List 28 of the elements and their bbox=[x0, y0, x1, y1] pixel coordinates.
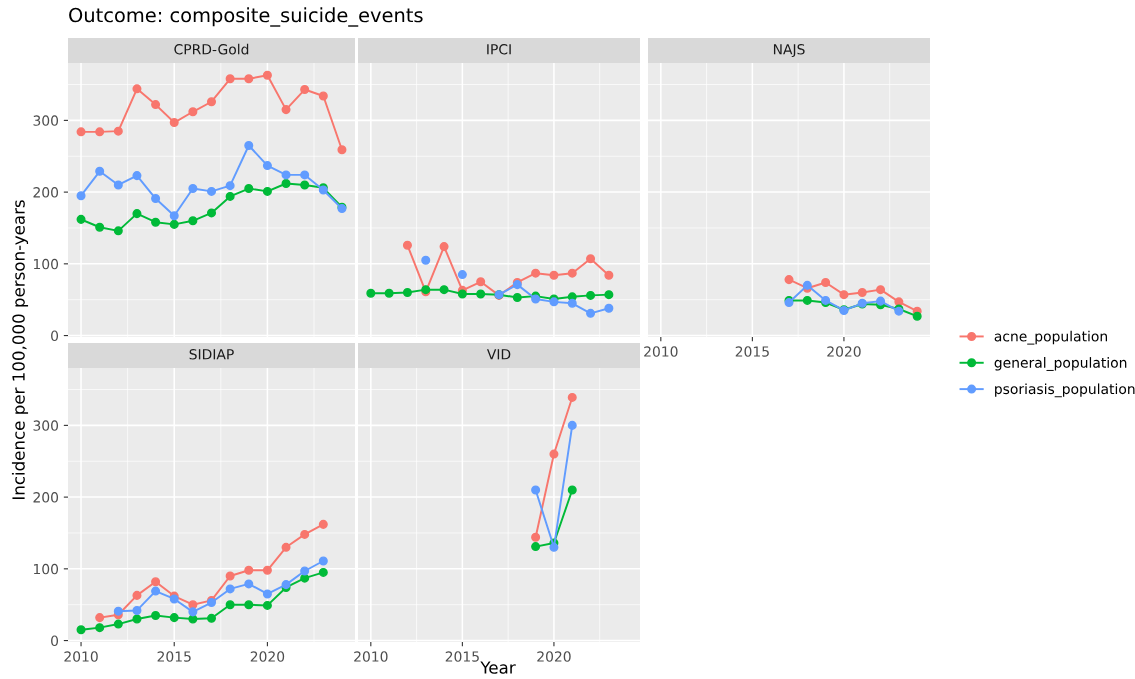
y-tick-label: 0 bbox=[51, 635, 59, 647]
x-tick-label: 2020 bbox=[250, 651, 285, 662]
y-tick-label: 300 bbox=[33, 115, 59, 126]
legend-label: psoriasis_population bbox=[995, 383, 1135, 398]
y-tick-label: 100 bbox=[33, 258, 59, 270]
text: Outcome: composite_suicide_events bbox=[69, 7, 423, 27]
y-axis-title: Incidence per 100,000 person-years bbox=[11, 200, 29, 500]
x-tick-label: 2015 bbox=[445, 651, 479, 662]
x-tick-label: 2010 bbox=[64, 651, 98, 662]
x-tick-label: 2020 bbox=[537, 651, 571, 662]
legend-label: acne_population bbox=[994, 330, 1107, 345]
x-tick-label: 2015 bbox=[157, 651, 191, 662]
x-tick-label: 2015 bbox=[735, 346, 769, 357]
y-tick-label: 200 bbox=[33, 492, 59, 503]
y-tick-label: 0 bbox=[51, 330, 59, 342]
y-tick-label: 100 bbox=[33, 563, 59, 575]
x-tick-label: 2010 bbox=[644, 346, 678, 357]
x-tick-label: 2010 bbox=[354, 651, 388, 662]
y-tick-label: 200 bbox=[33, 187, 59, 198]
chart-title: NAJS bbox=[773, 44, 805, 58]
chart-title: VID bbox=[486, 349, 511, 360]
x-tick-label: 2020 bbox=[827, 346, 861, 357]
x-axis-title: Year bbox=[480, 661, 516, 674]
legend-label: general_population bbox=[994, 357, 1127, 371]
chart-title: CPRD-Gold bbox=[174, 43, 249, 55]
y-tick-label: 300 bbox=[33, 420, 59, 431]
chart-title: SIDIAP bbox=[189, 349, 234, 360]
chart-title: IPCI bbox=[487, 44, 511, 55]
